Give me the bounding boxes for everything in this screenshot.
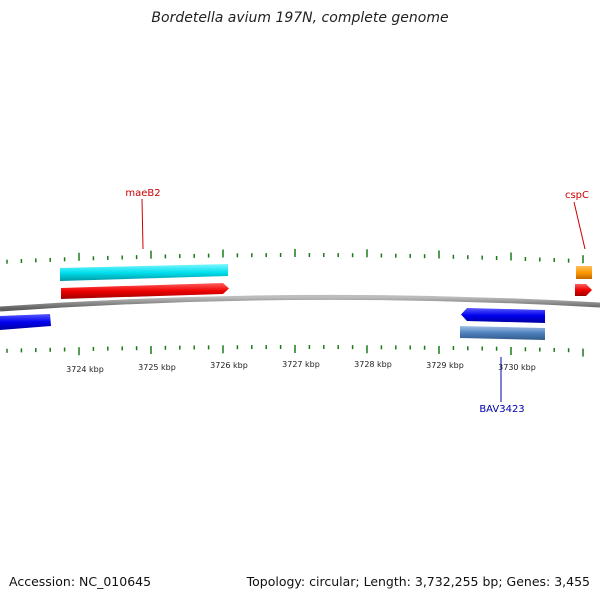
lower-tick-marks: [6, 345, 584, 357]
maeB2-leader-line: [141, 198, 144, 250]
tick-label-3730: 3730 kbp: [498, 363, 536, 372]
tick-label-3728: 3728 kbp: [354, 360, 392, 369]
cspC-gene-feature[interactable]: [576, 266, 592, 279]
upper-tick-marks: [6, 249, 584, 264]
tick-label-3724: 3724 kbp: [66, 365, 104, 374]
cspC-leader-line: [573, 201, 586, 250]
maeB2-cds-feature[interactable]: [61, 283, 229, 299]
genome-title: Bordetella avium 197N, complete genome: [151, 10, 449, 26]
accession-text: Accession: NC_010645: [9, 574, 152, 589]
gene-label-BAV3423[interactable]: BAV3423: [479, 404, 524, 415]
BAV3423-gene-feature[interactable]: [460, 326, 545, 340]
BAV3423-cds-feature[interactable]: [461, 308, 545, 323]
genome-summary-text: Topology: circular; Length: 3,732,255 bp…: [246, 574, 590, 589]
left-reverse-cds-feature[interactable]: [0, 314, 51, 330]
tick-label-3729: 3729 kbp: [426, 361, 464, 370]
cspC-cds-feature[interactable]: [575, 284, 592, 296]
tick-label-3727: 3727 kbp: [282, 360, 320, 369]
genome-backbone: [0, 294, 600, 312]
maeB2-gene-feature[interactable]: [60, 264, 228, 281]
gene-label-cspC[interactable]: cspC: [565, 190, 589, 201]
tick-label-3725: 3725 kbp: [138, 363, 176, 372]
tick-label-3726: 3726 kbp: [210, 361, 248, 370]
gene-label-maeB2[interactable]: maeB2: [125, 188, 160, 199]
